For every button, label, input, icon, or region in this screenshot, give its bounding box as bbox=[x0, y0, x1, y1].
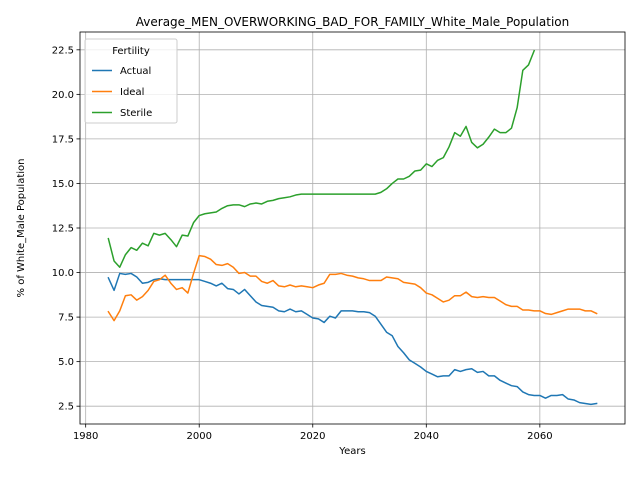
y-tick-label: 15.0 bbox=[52, 179, 74, 190]
legend-item: Sterile bbox=[92, 108, 152, 119]
legend-label: Ideal bbox=[120, 87, 144, 98]
y-tick-label: 5.0 bbox=[58, 357, 74, 368]
x-tick-label: 2040 bbox=[414, 431, 439, 442]
legend-label: Actual bbox=[120, 66, 151, 77]
y-tick-label: 7.5 bbox=[58, 313, 74, 324]
y-tick-label: 17.5 bbox=[52, 134, 74, 145]
y-tick-label: 20.0 bbox=[52, 90, 74, 101]
legend: Fertility Actual Ideal Sterile bbox=[84, 38, 178, 124]
chart-title: Average_MEN_OVERWORKING_BAD_FOR_FAMILY_W… bbox=[136, 15, 569, 29]
y-tick-label: 10.0 bbox=[52, 268, 74, 279]
x-tick-label: 2060 bbox=[527, 431, 552, 442]
series-lines bbox=[107, 49, 598, 406]
legend-item: Actual bbox=[92, 66, 151, 77]
y-tick-label: 22.5 bbox=[52, 45, 74, 56]
grid bbox=[80, 32, 625, 424]
y-axis-ticks: 2.5 5.0 7.5 10.0 12.5 15.0 17.5 20.0 22.5 bbox=[52, 45, 80, 413]
y-tick-label: 12.5 bbox=[52, 224, 74, 235]
legend-title: Fertility bbox=[112, 46, 150, 57]
x-axis-label: Years bbox=[338, 446, 365, 457]
y-axis-label: % of White_Male Population bbox=[16, 159, 27, 298]
series-line-ideal bbox=[107, 254, 598, 322]
x-tick-label: 2020 bbox=[300, 431, 325, 442]
legend-box bbox=[84, 38, 178, 124]
x-tick-label: 2000 bbox=[186, 431, 211, 442]
legend-item: Ideal bbox=[92, 87, 144, 98]
series-line-actual bbox=[107, 272, 598, 406]
y-tick-label: 2.5 bbox=[58, 402, 74, 413]
x-tick-label: 1980 bbox=[73, 431, 98, 442]
legend-label: Sterile bbox=[120, 108, 152, 119]
legend-items: Actual Ideal Sterile bbox=[92, 66, 152, 119]
series-line-sterile bbox=[107, 49, 536, 268]
x-axis-ticks: 1980 2000 2020 2040 2060 bbox=[73, 424, 553, 442]
